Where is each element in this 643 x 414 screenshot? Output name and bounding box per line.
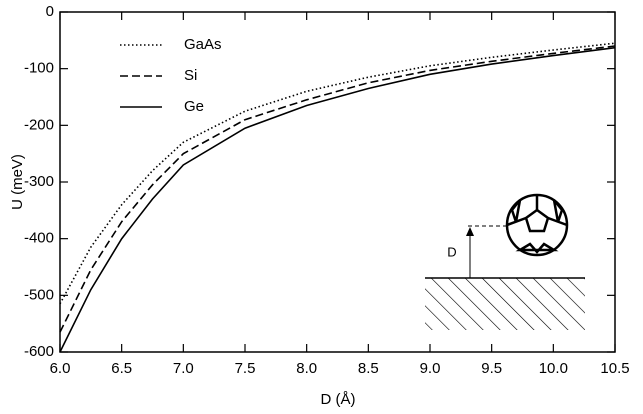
series-line	[59, 42, 616, 305]
x-tick-label: 9.0	[420, 360, 441, 377]
fullerene	[505, 193, 569, 257]
series-line	[59, 46, 616, 353]
x-tick-label: 7.0	[173, 360, 194, 377]
arrowhead	[466, 227, 474, 236]
legend-label: Ge	[184, 98, 204, 115]
x-tick-label: 6.0	[50, 360, 71, 377]
y-axis-label: U (meV)	[9, 154, 26, 210]
y-tick-label: 0	[46, 3, 54, 20]
inset: D	[425, 193, 585, 330]
y-tick-label: -500	[24, 286, 54, 303]
x-tick-label: 6.5	[111, 360, 132, 377]
x-tick-label: 10.0	[539, 360, 568, 377]
x-tick-label: 8.0	[296, 360, 317, 377]
y-tick-label: -400	[24, 230, 54, 247]
series-line	[59, 45, 616, 333]
legend-label: Si	[184, 67, 197, 84]
x-tick-label: 7.5	[235, 360, 256, 377]
legend-label: GaAs	[184, 36, 222, 53]
inset-label: D	[447, 244, 456, 259]
x-axis-label: D (Å)	[321, 391, 356, 408]
surface	[425, 278, 585, 330]
x-tick-label: 9.5	[481, 360, 502, 377]
x-tick-label: 10.5	[600, 360, 629, 377]
y-tick-label: -600	[24, 343, 54, 360]
y-tick-label: -300	[24, 173, 54, 190]
x-tick-label: 8.5	[358, 360, 379, 377]
y-tick-label: -200	[24, 116, 54, 133]
y-tick-label: -100	[24, 60, 54, 77]
